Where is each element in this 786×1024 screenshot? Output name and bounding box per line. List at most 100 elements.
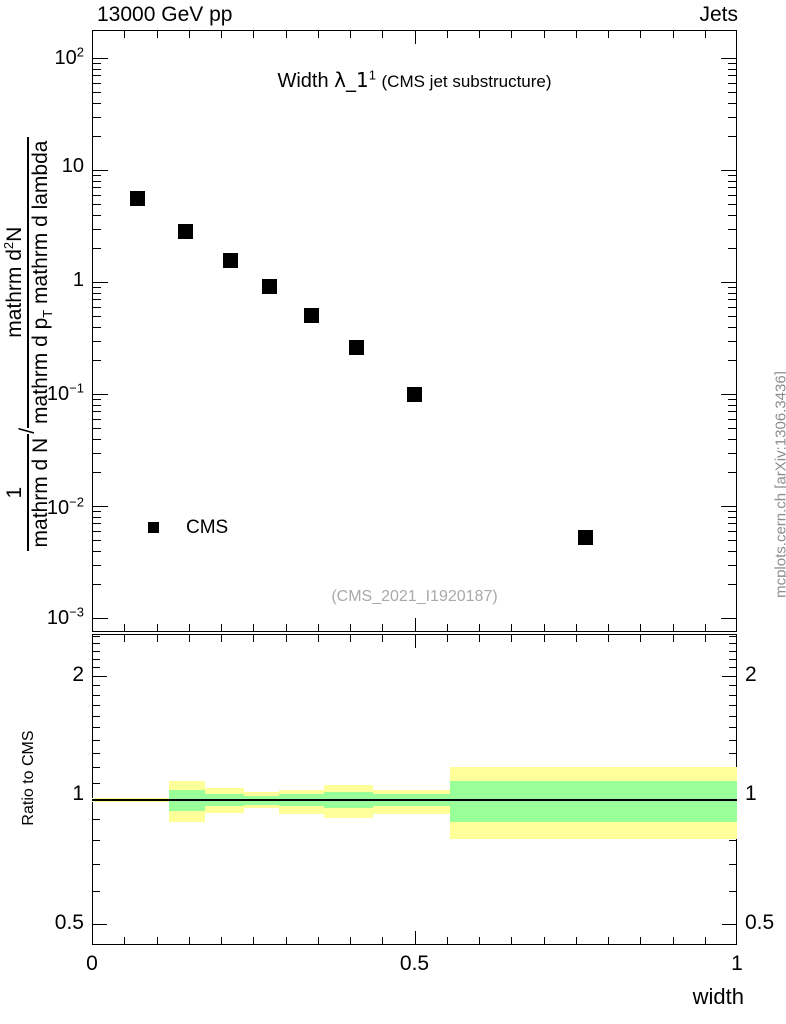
x-tick-ratio-top [253, 634, 255, 642]
y-minor-tick-main-right [728, 360, 737, 362]
data-point-marker [261, 278, 277, 294]
x-tick-ratio-bottom [479, 937, 481, 945]
y-minor-tick-main-right [728, 472, 737, 474]
y-minor-tick-ratio [92, 753, 100, 755]
x-tick-main-top [447, 30, 449, 38]
x-tick-main-bottom [576, 624, 578, 632]
y-minor-tick-main [92, 75, 101, 77]
x-tick-main-top [124, 30, 126, 38]
plot-title-lambda: λ_1 [334, 68, 369, 92]
y-major-tick-ratio [92, 676, 107, 678]
x-tick-ratio-bottom [92, 931, 94, 945]
analysis-category-label: Jets [699, 3, 738, 26]
x-tick-ratio-top [544, 634, 546, 642]
y-minor-tick-main [92, 551, 101, 553]
y-minor-tick-main [92, 215, 101, 217]
x-tick-main-bottom [608, 624, 610, 632]
data-point-marker [129, 190, 145, 206]
y-minor-tick-main-right [728, 428, 737, 430]
x-tick-main-top [640, 30, 642, 38]
y-minor-tick-main-right [728, 411, 737, 413]
y-major-tick-main [92, 282, 108, 284]
y-minor-tick-ratio [92, 636, 100, 638]
y-minor-tick-ratio [92, 783, 100, 785]
y-minor-tick-main-right [728, 316, 737, 318]
y-axis-inner-num-exponent: 2 [1, 241, 17, 250]
y-minor-tick-main [92, 453, 101, 455]
x-tick-ratio-top [157, 634, 159, 642]
y-minor-tick-ratio [92, 840, 100, 842]
data-point-marker [223, 253, 239, 269]
y-major-tick-main-right [721, 282, 737, 284]
x-tick-ratio-top [189, 634, 191, 642]
x-tick-ratio-top [92, 634, 94, 648]
x-tick-ratio-top [735, 634, 737, 648]
y-minor-tick-main-right [728, 83, 737, 85]
y-minor-tick-main [92, 175, 101, 177]
y-minor-tick-main [92, 584, 101, 586]
y-minor-tick-ratio [92, 864, 100, 866]
y-minor-tick-ratio-right [729, 651, 737, 653]
x-tick-ratio-top [608, 634, 610, 642]
x-tick-ratio-top [415, 634, 417, 648]
x-tick-main-top [705, 30, 707, 38]
legend-marker-cms [148, 522, 159, 533]
y-minor-tick-ratio [92, 740, 100, 742]
x-tick-ratio-bottom [350, 937, 352, 945]
x-tick-main-bottom [253, 624, 255, 632]
y-minor-tick-main [92, 399, 101, 401]
x-tick-ratio-top [350, 634, 352, 642]
y-minor-tick-main-right [728, 405, 737, 407]
y-minor-tick-ratio-right [729, 891, 737, 893]
legend-label-cms: CMS [186, 517, 229, 538]
x-tick-ratio-top [511, 634, 513, 642]
y-minor-tick-main [92, 248, 101, 250]
y-minor-tick-ratio-right [729, 753, 737, 755]
y-minor-tick-main-right [728, 299, 737, 301]
y-minor-tick-main [92, 439, 101, 441]
x-tick-main-bottom [350, 624, 352, 632]
y-minor-tick-ratio-right [729, 685, 737, 687]
main-y-axis-label: 1 mathrm d N / mathrm d2N mathrm d pT ma… [1, 24, 55, 664]
y-minor-tick-ratio-right [729, 659, 737, 661]
x-tick-ratio-bottom [576, 937, 578, 945]
y-minor-tick-main-right [728, 75, 737, 77]
beam-energy-label: 13000 GeV pp [97, 3, 233, 26]
y-minor-tick-main-right [728, 103, 737, 105]
y-minor-tick-main [92, 405, 101, 407]
x-tick-main-top [479, 30, 481, 38]
y-minor-tick-main [92, 511, 101, 513]
ratio-y-axis-label: Ratio to CMS [20, 730, 37, 826]
x-tick-main-top [92, 30, 94, 44]
y-axis-outer-denominator: mathrm d N [29, 434, 52, 552]
y-tick-label-ratio-left: 0.5 [54, 911, 84, 934]
x-tick-ratio-bottom [608, 937, 610, 945]
y-major-tick-ratio-right [722, 924, 737, 926]
y-tick-label-main: 10 [0, 156, 84, 176]
y-minor-tick-main-right [728, 229, 737, 231]
y-minor-tick-ratio [92, 705, 100, 707]
x-tick-main-bottom [318, 624, 320, 632]
y-minor-tick-main-right [728, 551, 737, 553]
y-minor-tick-main [92, 360, 101, 362]
y-major-tick-main-right [721, 506, 737, 508]
y-tick-label-ratio-left: 1 [72, 782, 84, 805]
plot-title-observable: Width [277, 70, 329, 92]
y-tick-label-base: 1 [72, 269, 84, 291]
y-minor-tick-main-right [728, 307, 737, 309]
y-minor-tick-main-right [728, 565, 737, 567]
x-tick-main-top [576, 30, 578, 38]
x-tick-main-bottom [735, 618, 737, 632]
y-minor-tick-ratio-right [729, 695, 737, 697]
y-minor-tick-ratio-right [729, 705, 737, 707]
y-minor-tick-main-right [728, 531, 737, 533]
x-tick-main-top [189, 30, 191, 38]
y-major-tick-main-right [721, 58, 737, 60]
x-tick-main-bottom [221, 624, 223, 632]
y-tick-label-base: 10 [46, 383, 70, 405]
y-axis-inner-den-dpt: mathrm d p [29, 317, 52, 424]
y-axis-inner-num-n: N [3, 226, 27, 242]
y-minor-tick-main-right [728, 187, 737, 189]
x-tick-ratio-bottom [673, 937, 675, 945]
